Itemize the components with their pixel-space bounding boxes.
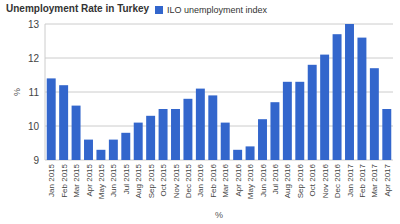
x-tick-label: Dec 2016: [333, 163, 342, 198]
x-tick-label: Nov 2016: [321, 163, 330, 198]
bar: [96, 150, 105, 160]
y-tick-label: 12: [28, 53, 40, 64]
x-tick-label: Oct 2016: [308, 163, 317, 196]
bar: [320, 55, 329, 160]
x-tick-label: May 2016: [246, 163, 255, 199]
bar: [134, 123, 143, 160]
chart-container: Unemployment Rate in Turkey 9 10 11 12 13 Jan …: [0, 0, 400, 224]
x-tick-label: Oct 2015: [159, 163, 168, 196]
bar: [345, 24, 354, 160]
bar: [283, 82, 292, 160]
bar: [370, 68, 379, 160]
bar: [59, 85, 68, 160]
x-tick-label: Feb 2015: [60, 163, 69, 197]
bar: [72, 106, 81, 160]
x-tick-label: Mar 2017: [370, 163, 379, 197]
x-tick-label: Jul 2016: [271, 163, 280, 194]
x-tick-label: Sep 2015: [147, 163, 156, 198]
chart-svg: Unemployment Rate in Turkey 9 10 11 12 13 Jan …: [0, 0, 400, 224]
x-tick-label: Nov 2015: [172, 163, 181, 198]
bar: [246, 146, 255, 160]
x-tick-label: Jun 2015: [109, 163, 118, 196]
bar: [208, 95, 217, 160]
x-tick-label: Apr 2016: [234, 163, 243, 196]
bar: [159, 109, 168, 160]
x-tick-label: Aug 2015: [134, 163, 143, 198]
x-tick-label: Aug 2016: [283, 163, 292, 198]
bar: [171, 109, 180, 160]
y-tick-label: 10: [28, 121, 40, 132]
bar: [121, 133, 130, 160]
x-tick-label: Jan 2015: [47, 163, 56, 196]
bar: [357, 38, 366, 160]
x-tick-label: Jan 2016: [196, 163, 205, 196]
bar: [196, 89, 205, 160]
x-tick-label: Mar 2015: [72, 163, 81, 197]
x-tick-label: Apr 2015: [85, 163, 94, 196]
legend-swatch: [155, 6, 163, 14]
title: Unemployment Rate in Turkey: [6, 3, 150, 14]
bar: [183, 99, 192, 160]
x-tick-label: May 2015: [97, 163, 106, 199]
bar: [221, 123, 230, 160]
x-tick-label: Feb 2016: [209, 163, 218, 197]
bar: [84, 140, 93, 160]
x-tick-label: Apr 2017: [383, 163, 392, 196]
bars: [47, 24, 392, 160]
x-tick-label: Mar 2016: [221, 163, 230, 197]
bar: [382, 109, 391, 160]
bar: [333, 34, 342, 160]
x-axis-title: %: [215, 210, 223, 220]
y-axis-title: %: [12, 88, 22, 96]
y-tick-label: 13: [28, 19, 40, 30]
bar: [146, 116, 155, 160]
legend: ILO unemployment index: [155, 5, 268, 15]
x-tick-label: Jul 2015: [122, 163, 131, 194]
bar: [308, 65, 317, 160]
bar: [270, 102, 279, 160]
x-tick-label: Jan 2017: [346, 163, 355, 196]
x-tick-label: Dec 2015: [184, 163, 193, 198]
grid-line: [45, 24, 393, 25]
y-tick-label: 11: [29, 87, 40, 98]
legend-label: ILO unemployment index: [167, 5, 268, 15]
x-tick-label: Feb 2017: [358, 163, 367, 197]
bar: [233, 150, 242, 160]
bar: [295, 82, 304, 160]
bar: [109, 140, 118, 160]
y-tick-label: 9: [33, 155, 39, 166]
x-tick-label: Sep 2016: [296, 163, 305, 198]
bar: [258, 119, 267, 160]
x-tick-label: Jun 2016: [259, 163, 268, 196]
y-axis-line: [45, 24, 46, 160]
bar: [47, 78, 56, 160]
